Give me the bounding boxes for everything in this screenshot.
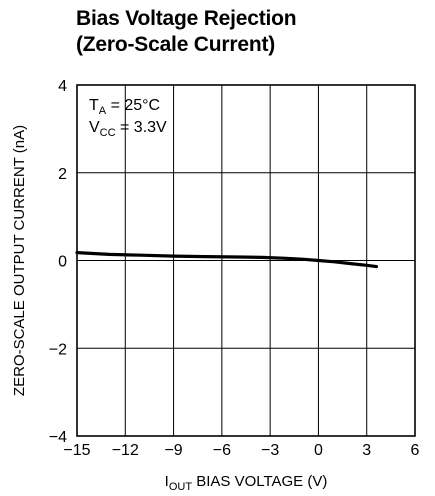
annotation-temperature-sub: A bbox=[99, 105, 107, 117]
chart-title: Bias Voltage Rejection (Zero-Scale Curre… bbox=[76, 6, 297, 58]
x-tick-label: −9 bbox=[164, 442, 182, 459]
y-axis-label: ZERO-SCALE OUTPUT CURRENT (nA) bbox=[11, 125, 28, 396]
x-tick-label: −6 bbox=[213, 442, 231, 459]
y-tick-label: 4 bbox=[58, 78, 67, 95]
x-axis-label-main: I bbox=[165, 473, 169, 490]
x-axis-label: IOUT BIAS VOLTAGE (V) bbox=[165, 473, 328, 493]
series-line bbox=[75, 251, 378, 269]
chart-title-line-1: Bias Voltage Rejection bbox=[76, 7, 297, 30]
plot-frame bbox=[76, 84, 416, 437]
chart-title-line-2: (Zero-Scale Current) bbox=[76, 33, 276, 56]
x-tick-label: −3 bbox=[261, 442, 279, 459]
annotation-supply-rest: = 3.3V bbox=[116, 119, 167, 136]
series-group bbox=[75, 251, 378, 269]
annotation-temperature-main: T bbox=[89, 97, 99, 114]
x-tick-label: 6 bbox=[411, 442, 420, 459]
annotation-supply-voltage: VCC = 3.3V bbox=[89, 119, 167, 139]
x-tick-label: −15 bbox=[63, 442, 90, 459]
x-axis-label-sub: OUT bbox=[169, 481, 193, 493]
x-tick-label: −12 bbox=[112, 442, 139, 459]
y-tick-label: 0 bbox=[58, 254, 67, 271]
annotation-temperature-rest: = 25°C bbox=[106, 97, 160, 114]
x-tick-label: 3 bbox=[362, 442, 371, 459]
annotation-supply-sub: CC bbox=[100, 127, 116, 139]
x-tick-labels: −15 −12 −9 −6 −3 0 3 6 bbox=[63, 442, 419, 459]
y-tick-label: −4 bbox=[49, 429, 67, 446]
y-tick-label: 2 bbox=[58, 166, 67, 183]
grid-lines bbox=[77, 85, 415, 436]
y-tick-labels: −4 −2 0 2 4 bbox=[49, 78, 67, 446]
x-axis-label-rest: BIAS VOLTAGE (V) bbox=[192, 473, 327, 490]
annotation-temperature: TA = 25°C bbox=[89, 97, 160, 117]
y-tick-label: −2 bbox=[49, 341, 67, 358]
x-tick-label: 0 bbox=[314, 442, 323, 459]
annotation-supply-main: V bbox=[89, 119, 100, 136]
